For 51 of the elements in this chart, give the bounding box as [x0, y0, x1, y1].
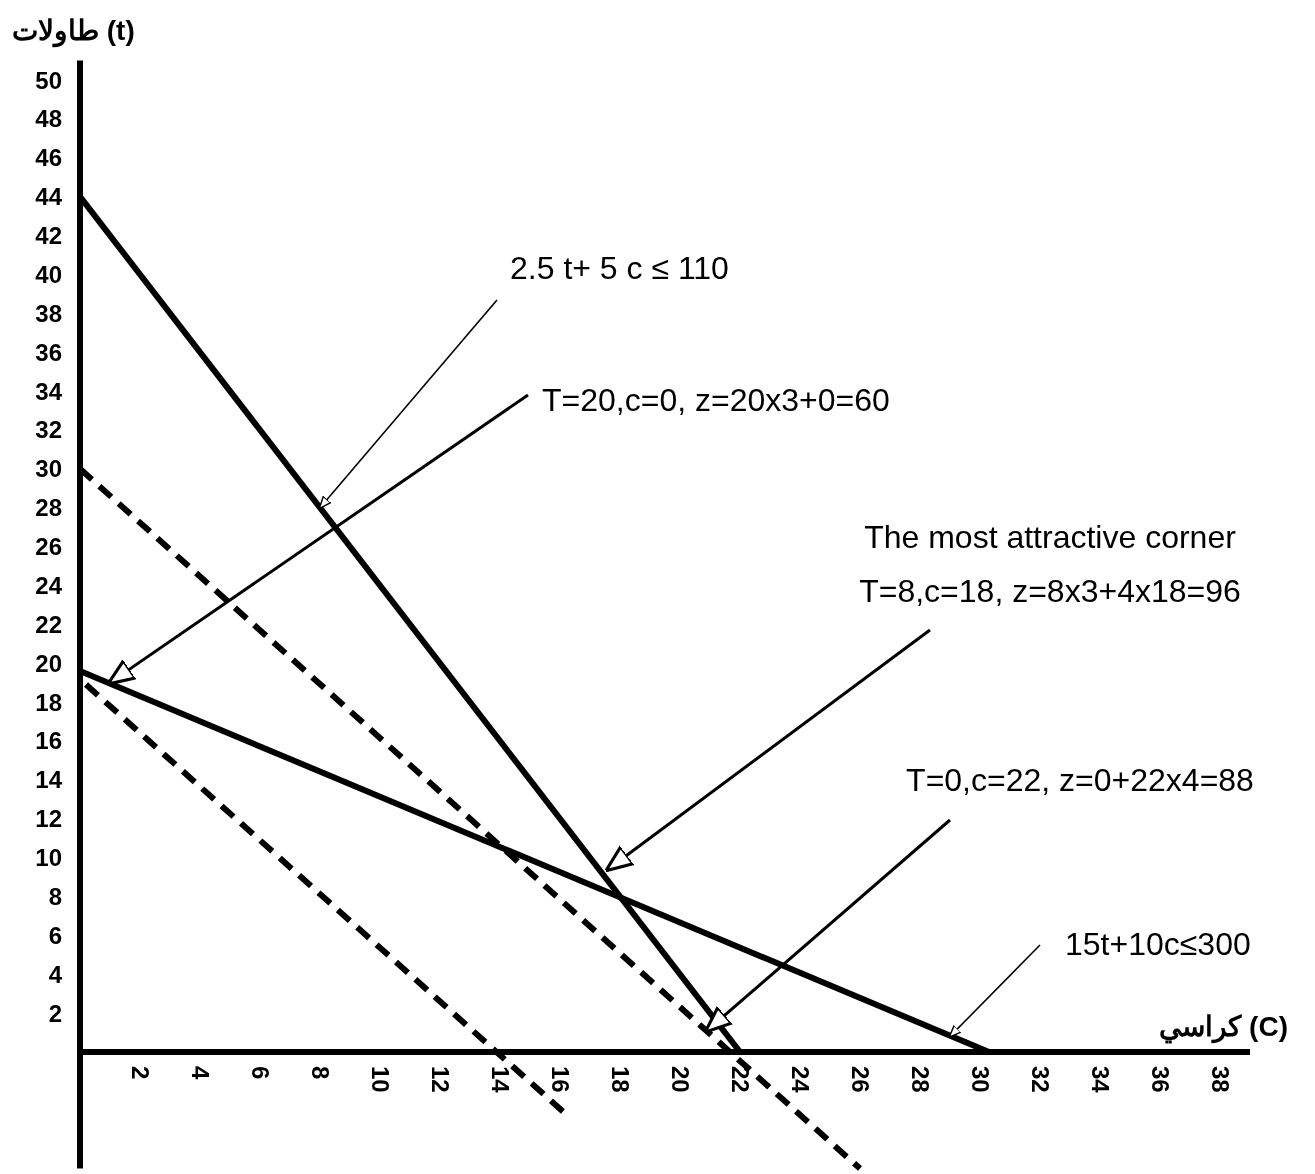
x-tick-label: 2 — [126, 1065, 154, 1080]
y-tick-label: 20 — [35, 649, 62, 677]
y-tick-label: 12 — [35, 805, 62, 833]
y-tick-label: 8 — [48, 882, 62, 910]
x-tick-label: 10 — [366, 1065, 394, 1093]
y-tick-label: 4 — [48, 960, 63, 988]
y-tick-label: 28 — [35, 494, 62, 522]
annotation: The most attractive corner T=8,c=18, z=8x3+4x18=96 — [859, 519, 1241, 609]
x-axis-title: كراسي (C) — [1159, 1010, 1288, 1044]
y-tick-label: 42 — [35, 222, 62, 250]
y-tick-label: 32 — [35, 416, 62, 444]
x-tick-label: 6 — [246, 1065, 274, 1080]
y-tick-label: 34 — [35, 377, 63, 405]
y-tick-label: 44 — [35, 183, 63, 211]
y-tick-label: 14 — [35, 766, 63, 794]
y-tick-label: 50 — [35, 66, 62, 94]
annotation: T=0,c=22, z=0+22x4=88 — [906, 762, 1254, 798]
x-tick-label: 34 — [1086, 1065, 1114, 1094]
y-tick-label: 6 — [48, 921, 62, 949]
y-tick-label: 10 — [35, 844, 62, 872]
x-tick-label: 18 — [606, 1065, 634, 1093]
y-tick-label: 2 — [48, 999, 62, 1027]
x-tick-label: 32 — [1026, 1065, 1054, 1093]
y-tick-label: 16 — [35, 727, 62, 755]
y-tick-label: 26 — [35, 533, 62, 561]
x-tick-label: 20 — [666, 1065, 694, 1093]
annotation: 2.5 t+ 5 c ≤ 110 — [510, 250, 729, 286]
y-tick-label: 48 — [35, 105, 62, 133]
x-tick-label: 36 — [1146, 1065, 1174, 1093]
y-tick-label: 38 — [35, 299, 62, 327]
x-tick-label: 28 — [906, 1065, 934, 1093]
x-tick-label: 30 — [966, 1065, 994, 1093]
x-tick-label: 24 — [786, 1065, 814, 1094]
y-tick-label: 46 — [35, 144, 62, 172]
x-tick-label: 26 — [846, 1065, 874, 1093]
y-tick-label: 24 — [35, 571, 63, 599]
y-tick-label: 40 — [35, 260, 62, 288]
x-tick-label: 38 — [1206, 1065, 1234, 1093]
x-tick-label: 14 — [486, 1065, 514, 1094]
x-tick-label: 22 — [726, 1065, 754, 1093]
y-tick-label: 36 — [35, 338, 62, 366]
x-tick-label: 8 — [306, 1065, 334, 1080]
y-axis-title: طاولات (t) — [12, 14, 135, 48]
y-tick-label: 30 — [35, 455, 62, 483]
y-tick-label: 18 — [35, 688, 62, 716]
annotation: 15t+10c≤300 — [1065, 926, 1251, 962]
annotation: T=20,c=0, z=20x3+0=60 — [542, 382, 890, 418]
x-tick-label: 4 — [186, 1065, 214, 1080]
y-tick-label: 22 — [35, 610, 62, 638]
x-tick-label: 12 — [426, 1065, 454, 1093]
x-tick-label: 16 — [546, 1065, 574, 1093]
